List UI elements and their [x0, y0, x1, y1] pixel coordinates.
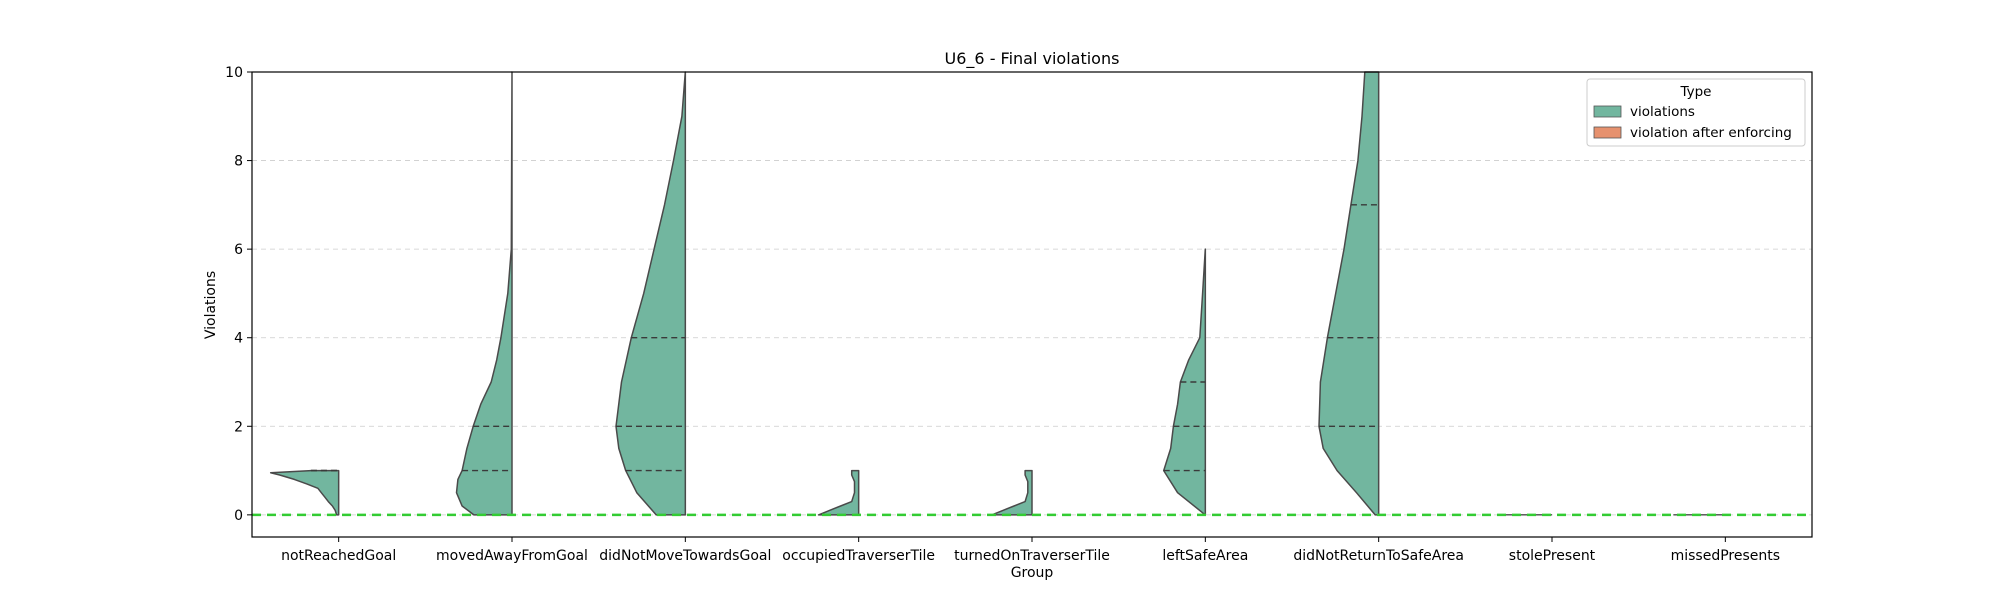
- y-axis-label: Violations: [203, 271, 219, 339]
- chart-title: U6_6 - Final violations: [945, 49, 1120, 69]
- x-axis-label: Group: [1011, 565, 1054, 581]
- y-tick-label-6: 6: [234, 242, 243, 258]
- legend-label-violation-after-enforcing: violation after enforcing: [1630, 125, 1792, 141]
- y-tick-label-8: 8: [234, 154, 243, 170]
- y-tick-label-10: 10: [225, 65, 243, 81]
- legend-title: Type: [1679, 84, 1711, 100]
- x-tick-label-turnedOnTraverserTile: turnedOnTraverserTile: [954, 548, 1110, 564]
- y-tick-label-4: 4: [234, 331, 243, 347]
- x-tick-label-notReachedGoal: notReachedGoal: [281, 548, 396, 564]
- violin-occupiedTraverserTile: [817, 469, 860, 516]
- y-axis-ticks: 0 2 4 6 8 10: [225, 65, 252, 524]
- x-tick-label-stolePresent: stolePresent: [1509, 548, 1596, 564]
- violin-body-movedAwayFromGoal: [455, 71, 513, 516]
- violin-didNotReturnToSafeArea: [1318, 71, 1380, 516]
- legend-swatch-violations: [1593, 105, 1622, 118]
- violins: [269, 71, 1726, 516]
- x-tick-label-occupiedTraverserTile: occupiedTraverserTile: [782, 548, 935, 564]
- violin-body-turnedOnTraverserTile: [991, 469, 1033, 516]
- violin-body-didNotReturnToSafeArea: [1318, 71, 1380, 516]
- x-axis-ticks: notReachedGoal movedAwayFromGoal didNotMov…: [281, 537, 1780, 564]
- legend-label-violations: violations: [1630, 104, 1695, 120]
- violin-body-didNotMoveTowardsGoal: [615, 71, 687, 516]
- violin-body-occupiedTraverserTile: [817, 469, 860, 516]
- x-tick-label-leftSafeArea: leftSafeArea: [1162, 548, 1248, 564]
- legend-box: [1586, 78, 1806, 147]
- violin-turnedOnTraverserTile: [991, 469, 1033, 516]
- violin-leftSafeArea: [1162, 248, 1207, 516]
- legend: Type violations violation after enforcin…: [1586, 78, 1806, 147]
- violin-movedAwayFromGoal: [455, 71, 513, 516]
- x-tick-label-didNotMoveTowardsGoal: didNotMoveTowardsGoal: [599, 548, 771, 564]
- legend-swatch-violation-after-enforcing: [1593, 126, 1622, 139]
- violin-body-notReachedGoal: [269, 469, 340, 516]
- x-tick-label-didNotReturnToSafeArea: didNotReturnToSafeArea: [1293, 548, 1464, 564]
- x-tick-label-missedPresents: missedPresents: [1671, 548, 1780, 564]
- violin-notReachedGoal: [269, 469, 340, 516]
- y-tick-label-0: 0: [234, 508, 243, 524]
- violin-didNotMoveTowardsGoal: [615, 71, 687, 516]
- y-tick-label-2: 2: [234, 419, 243, 435]
- x-tick-label-movedAwayFromGoal: movedAwayFromGoal: [436, 548, 588, 564]
